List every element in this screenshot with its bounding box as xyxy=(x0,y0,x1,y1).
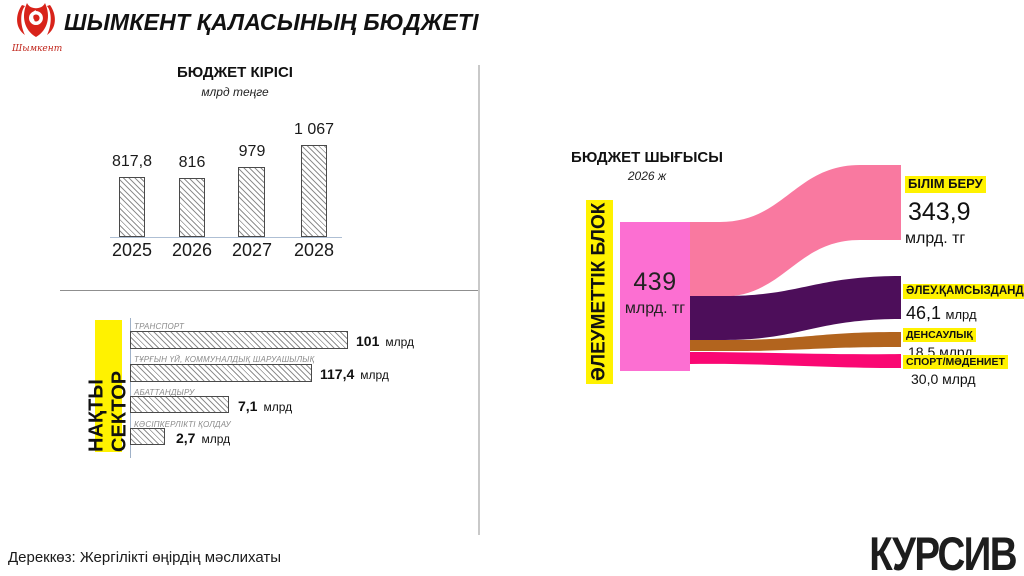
income-bar-value: 979 xyxy=(238,143,266,160)
income-bar-year: 2028 xyxy=(293,240,335,260)
real-sector-row-name: КӘСІПКЕРЛІКТІ ҚОЛДАУ xyxy=(134,420,231,429)
target-unit: млрд xyxy=(945,307,977,323)
income-bar-year: 2025 xyxy=(111,240,153,260)
unit: млрд xyxy=(385,335,415,349)
unit: млрд xyxy=(263,400,293,414)
real-sector-row-name: АБАТТАНДЫРУ xyxy=(134,388,195,397)
real-sector-row-name: ТҰРҒЫН ҮЙ, КОММУНАЛДЫҚ ШАРУАШЫЛЫҚ xyxy=(134,355,315,364)
target-name: БІЛІМ БЕРУ xyxy=(905,176,986,193)
sankey-diagram xyxy=(620,165,901,371)
tulip-icon xyxy=(17,3,55,37)
real-sector-row-value: 117,4 млрд xyxy=(320,366,389,384)
flow-health xyxy=(690,332,901,351)
source-node xyxy=(620,222,690,371)
value: 2,7 xyxy=(176,430,196,446)
real-sector-bar xyxy=(130,428,165,445)
income-bar-year: 2027 xyxy=(231,240,273,260)
data-source-note: Дереккөз: Жергілікті өңірдің мәслихаты xyxy=(8,549,281,566)
real-sector-row-value: 2,7 млрд xyxy=(176,430,230,448)
real-sector-bar xyxy=(130,331,348,349)
real-sector-row-name: ТРАНСПОРТ xyxy=(134,322,185,331)
expense-chart-title: БЮДЖЕТ ШЫҒЫСЫ xyxy=(571,149,723,166)
target-value: 46,1 xyxy=(906,303,942,324)
income-chart-subtitle: млрд теңге xyxy=(201,85,269,99)
vertical-divider xyxy=(478,65,480,535)
target-name: СПОРТ/МӘДЕНИЕТ xyxy=(903,355,1008,370)
income-axis-line xyxy=(110,237,342,238)
real-sector-label: НАҚТЫ СЕКТОР xyxy=(86,320,131,452)
logo-script-text: Шымкент xyxy=(12,44,63,54)
income-bar-value: 816 xyxy=(178,154,206,171)
unit: млрд xyxy=(201,432,231,446)
source-node-value: 439 xyxy=(633,268,677,296)
target-value-row: 46,1 млрд xyxy=(906,303,1024,324)
real-sector-row-value: 7,1 млрд xyxy=(238,398,292,416)
horizontal-divider xyxy=(60,290,479,291)
real-sector-bar xyxy=(130,364,312,382)
source-node-unit: млрд. тг xyxy=(624,300,686,317)
income-bar xyxy=(238,167,265,237)
value: 7,1 xyxy=(238,398,258,414)
real-sector-axis xyxy=(130,318,131,458)
income-bar-year: 2026 xyxy=(171,240,213,260)
kursiv-logo: КУРСИВ xyxy=(869,527,1017,576)
target-unit: млрд. тг xyxy=(905,230,966,247)
expense-chart-subtitle: 2026 ж xyxy=(627,169,667,183)
income-bar xyxy=(301,145,327,237)
unit: млрд xyxy=(360,368,389,382)
income-bar-value: 1 067 xyxy=(293,121,335,138)
shymkent-logo: Шымкент xyxy=(12,3,62,54)
target-name: ДЕНСАУЛЫҚ xyxy=(903,328,976,343)
target-value: 30,0 xyxy=(911,371,939,387)
target-name: ӘЛЕУ.ҚАМСЫЗДАНДЫРУ xyxy=(903,284,1024,300)
flow-education xyxy=(690,165,901,297)
flow-sport-culture xyxy=(690,352,901,368)
value: 117,4 xyxy=(320,366,355,382)
income-chart-title: БЮДЖЕТ КІРІСІ xyxy=(177,64,293,81)
real-sector-bar xyxy=(130,396,229,413)
real-sector-row-value: 101 млрд xyxy=(356,333,414,351)
target-value: 343,9 xyxy=(908,198,971,226)
target-sport-culture: СПОРТ/МӘДЕНИЕТ 30,0 млрд xyxy=(903,352,1008,387)
value: 101 xyxy=(356,333,380,349)
flow-social-security xyxy=(690,276,901,340)
page-title: ШЫМКЕНТ ҚАЛАСЫНЫҢ БЮДЖЕТІ xyxy=(64,9,479,35)
target-health: ДЕНСАУЛЫҚ 18,5 млрд xyxy=(903,325,976,360)
target-value-row: 30,0 млрд xyxy=(911,371,1008,387)
target-social-security: ӘЛЕУ.ҚАМСЫЗДАНДЫРУ 46,1 млрд xyxy=(903,281,1024,324)
income-bar xyxy=(179,178,205,237)
income-bar xyxy=(119,177,145,237)
target-unit: млрд xyxy=(942,371,976,387)
source-node-text: 439 млрд. тг xyxy=(618,268,692,318)
target-education: БІЛІМ БЕРУ 343,9 млрд. тг xyxy=(905,175,986,248)
income-bar-value: 817,8 xyxy=(111,153,153,170)
